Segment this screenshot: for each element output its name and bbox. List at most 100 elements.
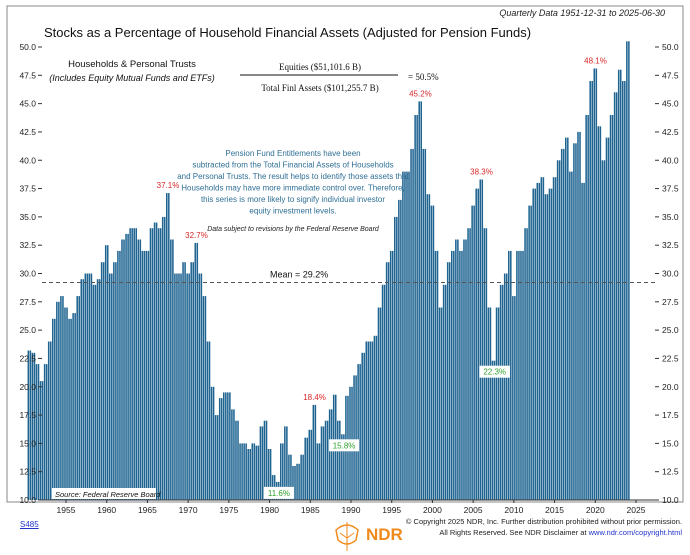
bar — [111, 273, 113, 500]
bar — [288, 454, 290, 500]
bar — [47, 341, 50, 500]
bar — [402, 171, 404, 500]
y-tick-label-right: 25.0 — [662, 325, 679, 335]
bar — [237, 420, 239, 500]
bar — [290, 454, 292, 500]
bar — [125, 233, 127, 500]
bar — [82, 279, 85, 500]
chart-code-link[interactable]: S485 — [20, 520, 39, 529]
bar — [123, 239, 125, 500]
legend-denominator: Total Finl Assets ($101,255.7 B) — [261, 83, 378, 93]
bar — [292, 466, 294, 500]
bar — [318, 443, 321, 500]
x-tick-label: 1970 — [179, 505, 198, 515]
bar — [479, 179, 482, 500]
bar — [320, 426, 323, 500]
bar — [135, 228, 137, 500]
bar — [432, 205, 435, 500]
y-tick-label-left: 40.0 — [19, 155, 36, 165]
bar — [522, 250, 524, 500]
bar — [133, 228, 135, 500]
bar — [467, 228, 469, 500]
bar — [422, 148, 425, 500]
note-line: and Personal Trusts. The result helps to… — [177, 172, 409, 181]
bar — [131, 228, 133, 500]
bar — [143, 250, 146, 500]
ndr-logo: NDR — [330, 518, 403, 552]
trough-label: 22.3% — [483, 368, 506, 377]
bar — [343, 434, 345, 500]
bar — [420, 101, 422, 501]
y-tick-label-left: 37.5 — [19, 184, 36, 194]
bar — [593, 68, 596, 500]
bar — [465, 239, 467, 500]
bar — [381, 284, 384, 500]
bar — [428, 194, 431, 500]
bar — [56, 301, 58, 500]
y-tick-label-right: 32.5 — [662, 240, 679, 250]
bar — [389, 250, 392, 500]
bar — [587, 115, 589, 500]
bar — [172, 239, 174, 500]
bar — [611, 115, 614, 500]
bar — [324, 420, 327, 500]
bar — [235, 420, 237, 500]
peak-label: 38.3% — [470, 168, 493, 177]
x-tick-label: 2015 — [545, 505, 564, 515]
chart-frame — [6, 5, 684, 503]
bar — [326, 420, 329, 500]
bar — [31, 352, 34, 500]
bar — [310, 429, 313, 500]
y-tick-label-right: 50.0 — [662, 42, 679, 52]
bar — [76, 296, 78, 500]
bar — [157, 228, 160, 500]
bar — [330, 409, 333, 500]
bar — [503, 273, 506, 500]
bar — [491, 360, 494, 500]
bar — [296, 463, 298, 500]
bar — [394, 216, 396, 500]
bar — [408, 171, 410, 500]
legend-numerator: Equities ($51,101.6 B) — [279, 62, 361, 72]
y-tick-label-right: 27.5 — [662, 297, 679, 307]
bar — [263, 420, 266, 500]
y-tick-label-right: 42.5 — [662, 127, 679, 137]
y-tick-label-right: 30.0 — [662, 269, 679, 279]
bar — [379, 307, 382, 500]
bar — [129, 228, 131, 500]
bar — [607, 137, 610, 500]
source-label: Source: Federal Reserve Board — [55, 490, 161, 499]
bar — [72, 313, 74, 500]
bar — [489, 307, 492, 500]
bar — [168, 193, 170, 500]
bar — [514, 296, 516, 500]
bar — [308, 429, 311, 500]
bar — [70, 318, 72, 500]
x-tick-label: 1990 — [342, 505, 361, 515]
bar — [363, 352, 365, 500]
y-tick-label-right: 12.5 — [662, 467, 679, 477]
bar — [66, 307, 68, 500]
disclaimer-link[interactable]: www.ndr.com/copyright.html — [588, 528, 682, 537]
bar — [298, 463, 300, 500]
bar — [151, 228, 154, 500]
bar — [100, 262, 103, 500]
bar — [119, 250, 121, 500]
revision-note: Data subject to revisions by the Federal… — [207, 226, 380, 233]
y-tick-label-left: 20.0 — [19, 382, 36, 392]
ndr-logo-text: NDR — [366, 525, 403, 544]
bar — [560, 148, 563, 500]
x-tick-label: 2000 — [423, 505, 442, 515]
bar — [121, 239, 123, 500]
note-line: Households may have more immediate contr… — [181, 184, 405, 193]
y-tick-label-left: 45.0 — [19, 99, 36, 109]
bar — [455, 239, 457, 500]
bar — [35, 364, 38, 500]
bar — [581, 182, 583, 500]
bar — [212, 386, 215, 501]
bar — [383, 284, 386, 500]
bar — [208, 341, 211, 500]
bar — [174, 273, 176, 500]
bar — [418, 101, 420, 501]
bar — [159, 228, 162, 500]
